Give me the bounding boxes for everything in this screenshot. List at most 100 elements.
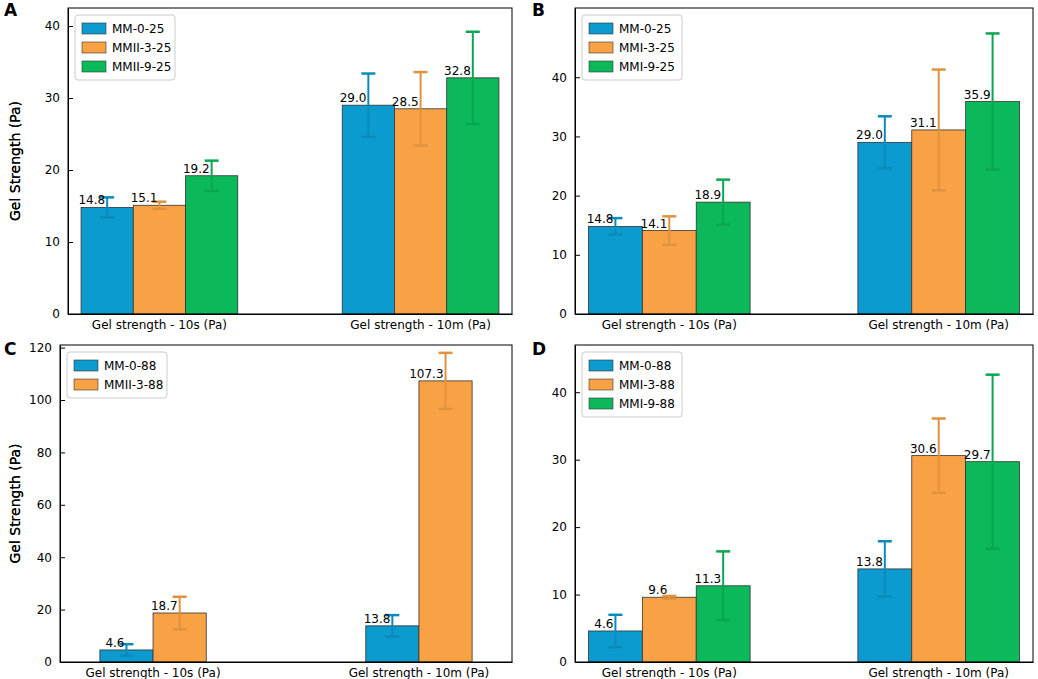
tick: 40: [552, 71, 580, 85]
tick-label: 0: [52, 307, 60, 321]
error-cap: [662, 597, 676, 600]
data-label: 31.1: [910, 116, 937, 130]
tick: 30: [552, 453, 580, 467]
tick: 40: [37, 551, 65, 565]
tick-label: Gel strength - 10m (Pa): [350, 318, 491, 332]
legend-swatch: [589, 42, 613, 53]
legend: MM-0-25 MMII-3-25 MMII-9-25: [75, 15, 175, 80]
error-cap: [986, 32, 1000, 35]
tick-mark: [575, 136, 580, 137]
tick-label: Gel strength - 10s (Pa): [86, 666, 221, 679]
error-cap: [878, 595, 892, 598]
error-line: [722, 180, 724, 225]
tick-mark: [60, 505, 65, 506]
error-cap: [439, 408, 453, 411]
panel: 4.613.89.630.611.329.7010203040Gel stren…: [7, 345, 1034, 679]
data-label: 18.7: [151, 599, 178, 613]
y-axis-title: Gel Strength (Pa): [7, 443, 23, 563]
error-cap: [361, 136, 375, 139]
data-label: 13.8: [856, 555, 883, 569]
tick-mark: [60, 452, 65, 453]
error-line: [938, 419, 940, 493]
tick-label: Gel strength - 10m (Pa): [868, 666, 1009, 679]
legend-label: MMI-9-25: [619, 60, 675, 74]
plot-frame: [68, 8, 512, 314]
error-cap: [466, 123, 480, 126]
legend: MM-0-88MMII-3-88: [67, 352, 167, 398]
error-cap: [361, 72, 375, 75]
error-line: [614, 218, 616, 235]
panel-label: D: [532, 339, 546, 359]
legend-box: [582, 352, 682, 417]
tick: Gel strength - 10s (Pa): [92, 314, 227, 332]
tick-label: Gel strength - 10s (Pa): [92, 318, 227, 332]
tick: 60: [37, 498, 65, 512]
tick-label: 0: [559, 307, 567, 321]
tick-label: 80: [37, 446, 52, 460]
legend-label: MMII-9-25: [112, 60, 171, 74]
error-cap: [716, 550, 730, 553]
legend-label: MMI-3-88: [619, 378, 675, 392]
tick-label: 40: [552, 386, 567, 400]
panel-label: A: [4, 0, 18, 20]
tick: 10: [552, 588, 580, 602]
x-axis: Gel strength - 10s (Pa) Gel strength - 10…: [69, 314, 513, 332]
bar: [186, 176, 238, 314]
data-label: 14.8: [78, 193, 105, 207]
legend: MM-0-88MMI-3-88MMI-9-88: [582, 352, 682, 417]
error-cap: [986, 168, 1000, 171]
legend-swatch: [589, 61, 613, 72]
error-cap: [878, 115, 892, 118]
tick-label: 10: [552, 248, 567, 262]
tick-label: 10: [45, 235, 60, 249]
error-cap: [466, 31, 480, 34]
tick: Gel strength - 10s (Pa): [86, 662, 221, 679]
legend-label: MMII-3-88: [104, 378, 163, 392]
error-line: [884, 541, 886, 596]
panel: 4.613.818.7107.3020406080100120Gel stren…: [7, 341, 513, 679]
tick: 20: [552, 520, 580, 534]
error-line: [614, 615, 616, 647]
legend-label: MM-0-25: [112, 22, 164, 36]
tick: Gel strength - 10m (Pa): [349, 662, 490, 679]
data-label: 32.8: [444, 64, 471, 78]
tick-mark: [60, 400, 65, 401]
tick: 20: [37, 603, 65, 617]
tick-label: 30: [552, 453, 567, 467]
error-line: [125, 644, 127, 656]
error-cap: [986, 373, 1000, 376]
legend-label: MMII-3-25: [112, 41, 171, 55]
error-cap: [716, 619, 730, 622]
error-line: [106, 197, 108, 217]
tick: Gel strength - 10s (Pa): [602, 662, 737, 679]
panel: 14.829.014.131.118.935.9010203040Gel str…: [7, 8, 1034, 332]
tick-mark: [68, 98, 73, 99]
data-label: 15.1: [131, 191, 158, 205]
error-line: [391, 615, 393, 636]
error-cap: [385, 635, 399, 638]
tick-label: 20: [45, 163, 60, 177]
legend-label: MMI-3-25: [619, 41, 675, 55]
legend-swatch: [589, 23, 613, 34]
y-axis: 010203040: [45, 9, 73, 322]
data-label: 14.8: [587, 212, 614, 226]
error-line: [420, 72, 422, 145]
tick: Gel strength - 10s (Pa): [602, 314, 737, 332]
tick-mark: [575, 392, 580, 393]
tick: Gel strength - 10m (Pa): [868, 662, 1009, 679]
error-line: [668, 216, 670, 244]
tick-mark: [68, 26, 73, 27]
tick: 20: [45, 163, 73, 177]
y-axis-title: Gel Strength (Pa): [7, 443, 23, 563]
tick: Gel strength - 10m (Pa): [868, 314, 1009, 332]
tick: 30: [552, 130, 580, 144]
tick-mark: [575, 77, 580, 78]
tick-mark: [60, 348, 65, 349]
error-cap: [932, 68, 946, 71]
tick: 80: [37, 446, 65, 460]
legend: MM-0-25MMI-3-25MMI-9-25: [582, 15, 682, 80]
tick-label: 20: [552, 189, 567, 203]
error-cap: [100, 216, 114, 219]
error-cap: [608, 233, 622, 236]
tick: 10: [552, 248, 580, 262]
